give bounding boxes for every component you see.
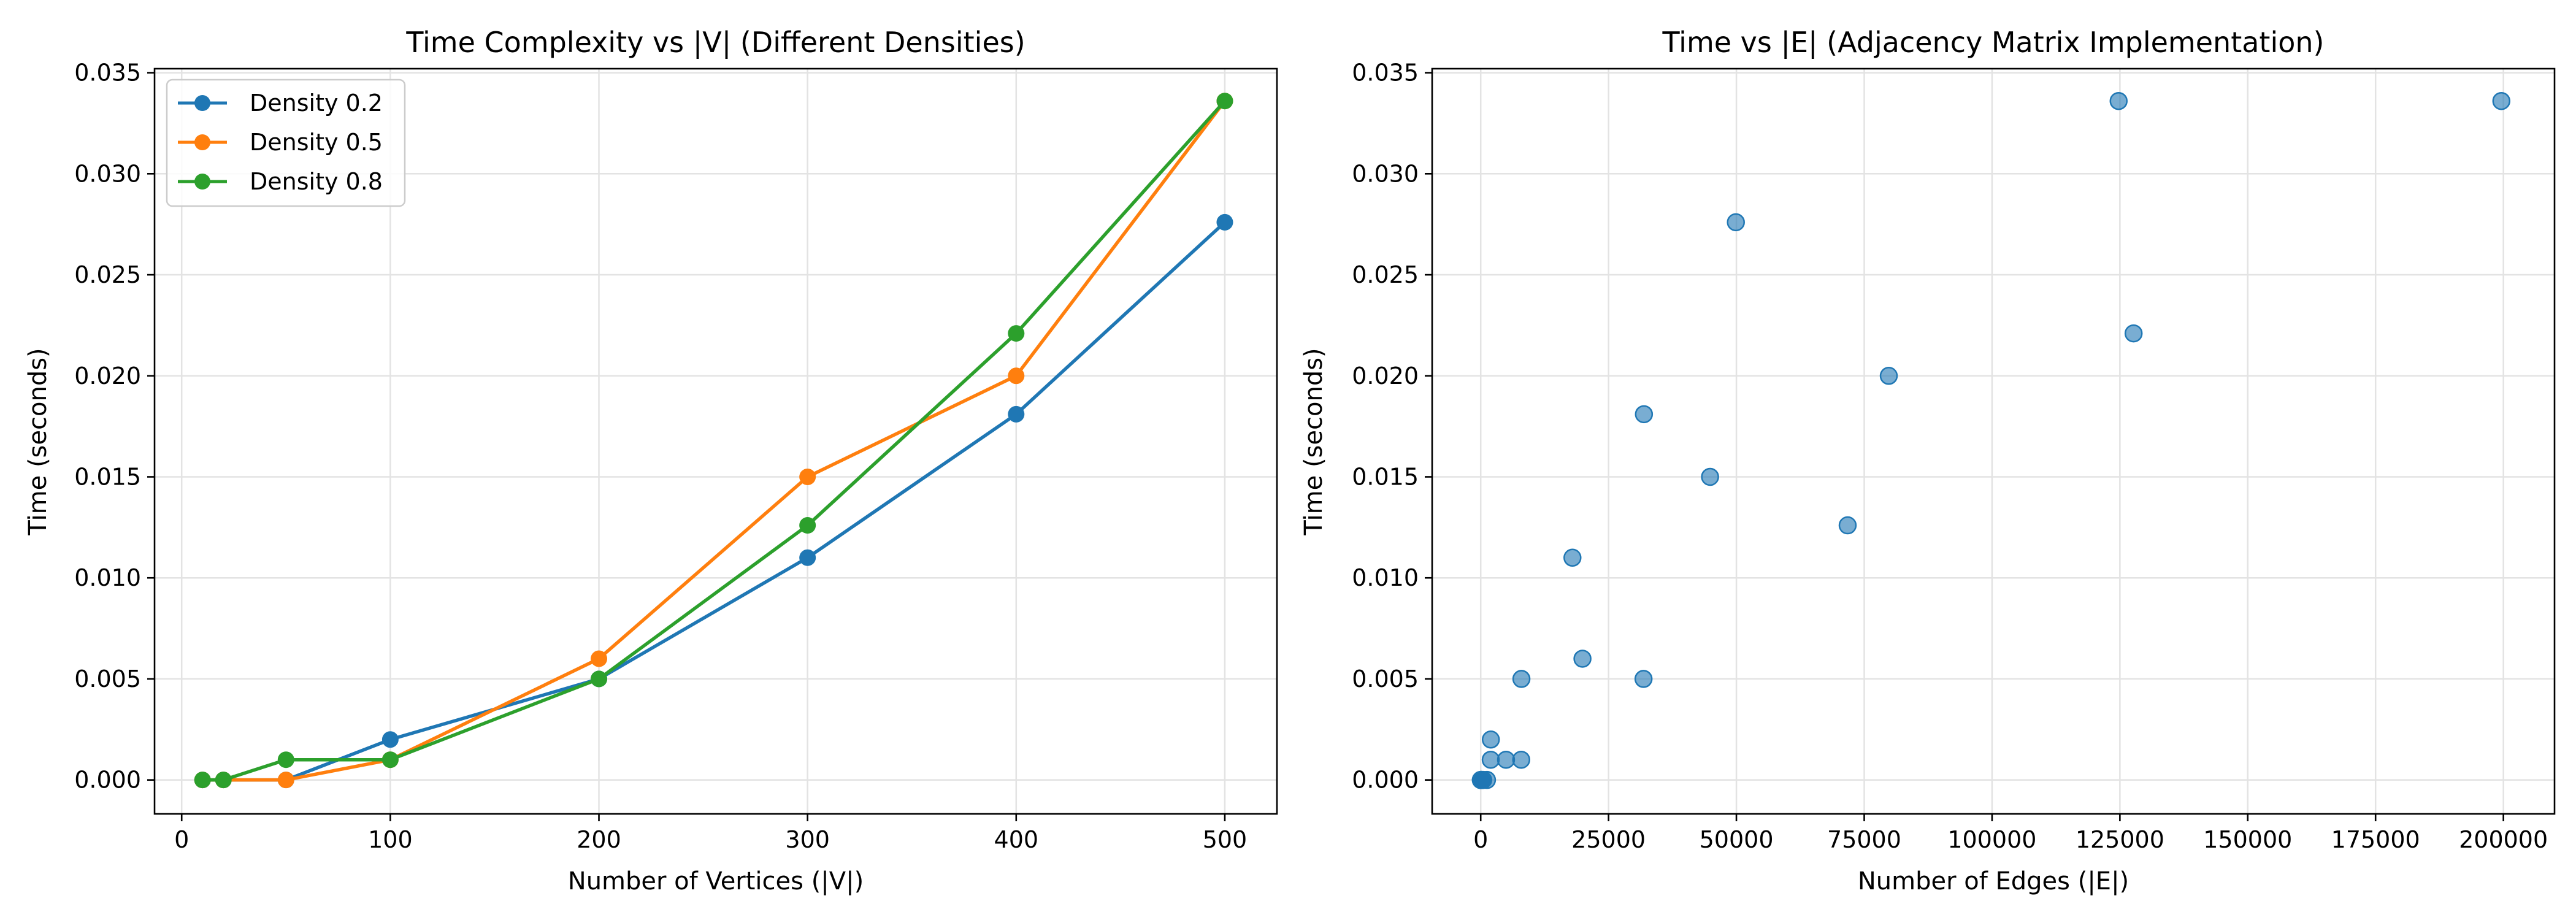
scatter-point (1481, 750, 1500, 769)
scatter-point (2124, 324, 2143, 343)
data-point-density-0-8 (215, 772, 232, 789)
line-chart-x-tick-label: 0 (174, 826, 189, 853)
data-point-density-0-2 (1216, 213, 1233, 231)
scatter-chart-panel: 0 25000 50000 75000 100000 125000 150000 175000… (1300, 26, 2556, 895)
line-chart-x-tick-label: 500 (1203, 826, 1248, 853)
scatter-chart-y-tick-label: 0.005 (1352, 665, 1419, 692)
scatter-point (1473, 770, 1492, 789)
legend-item-density-0-8: Density 0.8 (178, 168, 383, 195)
scatter-chart-x-tick-label: 175000 (2331, 826, 2420, 853)
line-chart-x-axis-label: Number of Vertices (|V|) (568, 867, 864, 895)
scatter-point (1838, 516, 1857, 535)
scatter-point (2109, 91, 2128, 110)
scatter-point (1879, 367, 1898, 385)
scatter-point (1512, 750, 1530, 769)
scatter-chart-y-axis-label: Time (seconds) (1300, 348, 1328, 535)
data-point-density-0-8 (799, 517, 816, 534)
scatter-chart-y-tick-label: 0.000 (1352, 767, 1419, 794)
scatter-chart-x-tick-label: 25000 (1571, 826, 1646, 853)
line-chart-y-tick-label: 0.010 (74, 564, 141, 591)
scatter-chart-y-tick-label: 0.025 (1352, 261, 1419, 288)
data-point-density-0-2 (381, 731, 399, 748)
line-chart-y-tick-label: 0.030 (74, 160, 141, 187)
line-chart-series (194, 93, 1233, 789)
scatter-chart-y-tick-label: 0.010 (1352, 564, 1419, 591)
data-point-density-0-8 (591, 670, 608, 688)
line-chart-y-tick-label: 0.000 (74, 767, 141, 794)
scatter-chart-points (1471, 91, 2511, 789)
scatter-point (1481, 730, 1500, 749)
series-line-density-0-8 (202, 99, 1227, 782)
line-chart-x-tick-label: 300 (785, 826, 830, 853)
data-point-density-0-5 (1008, 367, 1025, 385)
scatter-chart-x-tick-label: 200000 (2459, 826, 2548, 853)
data-point-density-0-8 (277, 751, 294, 769)
scatter-chart-title: Time vs |E| (Adjacency Matrix Implementa… (1662, 26, 2324, 59)
scatter-point (1701, 467, 1719, 486)
scatter-chart-frame (1431, 67, 2556, 815)
scatter-chart-x-tick-label: 75000 (1827, 826, 1901, 853)
scatter-point (1634, 670, 1653, 688)
data-point-density-0-8 (1008, 325, 1025, 342)
line-chart-legend: Density 0.2 Density 0.5 Density 0.8 (166, 79, 406, 207)
data-point-density-0-2 (799, 549, 816, 566)
line-chart-ticks: 0 100 200 300 400 500 0.000 0.005 0.010 0.015 0.02… (74, 59, 1247, 853)
line-chart-y-tick-label: 0.035 (74, 59, 141, 86)
scatter-chart-x-tick-label: 100000 (1947, 826, 2036, 853)
line-chart-y-axis-label: Time (seconds) (24, 348, 52, 535)
line-chart-y-tick-label: 0.015 (74, 463, 141, 490)
data-point-density-0-5 (591, 650, 608, 667)
legend-marker-density-0-5 (194, 134, 210, 150)
legend-box (166, 79, 406, 207)
scatter-chart-x-tick-label: 0 (1473, 826, 1488, 853)
line-chart-panel: 0 100 200 300 400 500 0.000 0.005 0.010 0.015 0.02… (24, 26, 1278, 895)
scatter-point (1512, 670, 1531, 688)
line-chart-frame (153, 67, 1278, 815)
line-chart-y-tick-label: 0.005 (74, 665, 141, 692)
legend-label-density-0-5: Density 0.5 (250, 129, 383, 156)
scatter-chart-x-tick-label: 150000 (2203, 826, 2292, 853)
scatter-chart-y-tick-label: 0.015 (1352, 463, 1419, 490)
data-point-density-0-8 (381, 751, 399, 769)
scatter-chart-ticks: 0 25000 50000 75000 100000 125000 150000 175000… (1352, 59, 2548, 853)
scatter-chart-grid (1432, 69, 2555, 814)
scatter-point (1563, 548, 1582, 567)
scatter-point (1727, 213, 1745, 232)
scatter-chart-y-tick-label: 0.035 (1352, 59, 1419, 86)
data-point-density-0-5 (799, 468, 816, 485)
data-point-density-0-2 (1008, 405, 1025, 423)
line-chart-x-tick-label: 200 (577, 826, 621, 853)
line-chart-y-tick-label: 0.020 (74, 362, 141, 389)
legend-marker-density-0-8 (194, 174, 210, 190)
legend-item-density-0-2: Density 0.2 (178, 90, 383, 117)
line-chart-y-tick-label: 0.025 (74, 261, 141, 288)
scatter-chart-x-axis-label: Number of Edges (|E|) (1858, 867, 2129, 895)
data-point-density-0-5 (277, 772, 294, 789)
data-point-density-0-8 (1216, 93, 1233, 110)
scatter-chart-x-tick-label: 125000 (2076, 826, 2164, 853)
legend-label-density-0-2: Density 0.2 (250, 90, 383, 117)
scatter-chart-y-tick-label: 0.020 (1352, 362, 1419, 389)
legend-label-density-0-8: Density 0.8 (250, 168, 383, 195)
legend-marker-density-0-2 (194, 95, 210, 111)
line-chart-x-tick-label: 100 (368, 826, 413, 853)
scatter-point (1573, 650, 1592, 668)
line-chart-title: Time Complexity vs |V| (Different Densit… (405, 26, 1025, 59)
data-point-density-0-8 (194, 772, 211, 789)
scatter-chart-x-tick-label: 50000 (1700, 826, 1774, 853)
series-line-density-0-5 (202, 100, 1227, 782)
scatter-point (1635, 405, 1654, 424)
line-chart-grid (155, 69, 1277, 814)
scatter-point (1497, 750, 1516, 769)
legend-item-density-0-5: Density 0.5 (178, 129, 383, 156)
scatter-point (2492, 91, 2511, 110)
scatter-chart-y-tick-label: 0.030 (1352, 160, 1419, 187)
line-chart-x-tick-label: 400 (994, 826, 1039, 853)
